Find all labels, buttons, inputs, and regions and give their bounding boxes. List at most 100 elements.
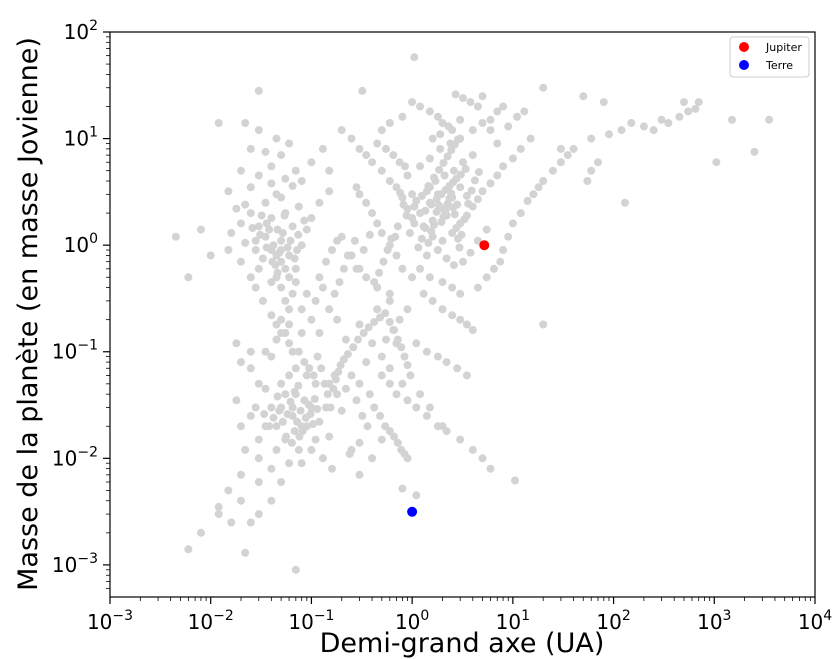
data-point — [323, 390, 332, 399]
data-point — [499, 246, 508, 254]
data-point — [398, 379, 407, 388]
data-point — [254, 454, 263, 463]
data-point — [184, 273, 193, 282]
data-point — [254, 171, 263, 180]
data-point — [377, 229, 386, 237]
data-point — [288, 181, 297, 190]
data-point — [412, 403, 421, 412]
data-point — [326, 403, 335, 412]
data-point — [362, 198, 371, 207]
data-point — [310, 395, 319, 403]
data-point — [333, 315, 342, 324]
data-point — [385, 119, 394, 127]
x-axis-ticks: 10−3 10−2 10−1 100 101 102 103 104 — [87, 597, 832, 634]
data-point — [237, 470, 245, 479]
data-point — [468, 126, 477, 135]
data-point — [377, 352, 386, 361]
data-point — [447, 189, 456, 198]
data-point — [430, 220, 438, 229]
data-point — [224, 486, 233, 495]
data-point — [605, 130, 613, 139]
data-point — [251, 246, 260, 254]
data-point — [251, 236, 260, 245]
data-point — [375, 268, 384, 277]
data-point — [328, 246, 336, 254]
data-point — [427, 227, 436, 236]
data-point — [315, 417, 324, 426]
data-point — [254, 510, 263, 519]
data-point — [414, 243, 423, 252]
data-point — [227, 229, 236, 237]
data-point — [214, 510, 223, 519]
data-point — [442, 427, 451, 436]
data-point — [461, 164, 470, 173]
data-point — [403, 454, 412, 463]
data-point — [281, 174, 290, 183]
data-point — [302, 371, 311, 380]
y-axis-ticks: 10−3 10−2 10−1 100 101 102 — [52, 18, 110, 589]
data-point — [315, 329, 324, 337]
data-point — [359, 246, 368, 254]
data-point — [398, 484, 407, 493]
data-point — [539, 320, 548, 329]
data-point — [399, 200, 408, 209]
y-tick-label: 10−1 — [52, 338, 98, 364]
data-point — [456, 435, 465, 444]
data-point — [237, 257, 245, 266]
data-point — [516, 209, 525, 218]
data-point — [272, 134, 281, 143]
data-point — [373, 219, 382, 228]
data-point — [403, 361, 412, 370]
data-point — [425, 154, 434, 163]
data-point — [300, 216, 309, 225]
data-point — [583, 177, 592, 185]
data-point — [297, 329, 306, 337]
data-point — [556, 158, 565, 167]
data-point — [278, 417, 287, 426]
data-point — [352, 183, 361, 192]
data-point — [343, 251, 352, 260]
data-point — [267, 179, 276, 188]
data-point — [291, 364, 300, 373]
data-point — [433, 422, 442, 431]
data-point — [341, 335, 350, 344]
data-point — [381, 309, 390, 318]
data-point — [466, 98, 475, 107]
data-point — [449, 203, 458, 212]
data-point — [334, 367, 343, 376]
data-point — [765, 115, 774, 124]
data-point — [281, 329, 290, 337]
data-point — [318, 144, 327, 153]
data-point — [385, 289, 394, 298]
data-point — [435, 201, 444, 210]
data-point — [385, 296, 394, 305]
data-point — [422, 411, 431, 420]
data-point — [438, 119, 447, 127]
data-point — [383, 246, 392, 254]
data-point — [277, 478, 286, 486]
data-point — [325, 187, 334, 196]
data-point — [403, 171, 412, 180]
data-point — [422, 251, 431, 260]
points-layer — [171, 53, 774, 574]
data-point — [462, 191, 471, 200]
data-point — [453, 364, 462, 373]
data-point — [291, 278, 300, 287]
data-point — [416, 162, 425, 171]
data-point — [390, 326, 398, 334]
data-point — [466, 248, 475, 257]
data-point — [352, 264, 361, 273]
data-point — [448, 311, 457, 320]
y-tick-label: 102 — [64, 18, 98, 44]
data-point — [297, 305, 306, 314]
data-point — [442, 254, 451, 263]
data-point — [456, 170, 465, 179]
data-point — [254, 86, 263, 95]
data-point — [269, 413, 278, 422]
data-point — [267, 278, 276, 287]
data-point — [349, 343, 358, 352]
data-point — [258, 254, 267, 263]
data-point — [563, 151, 572, 160]
data-point — [684, 107, 693, 116]
data-point — [385, 318, 394, 326]
